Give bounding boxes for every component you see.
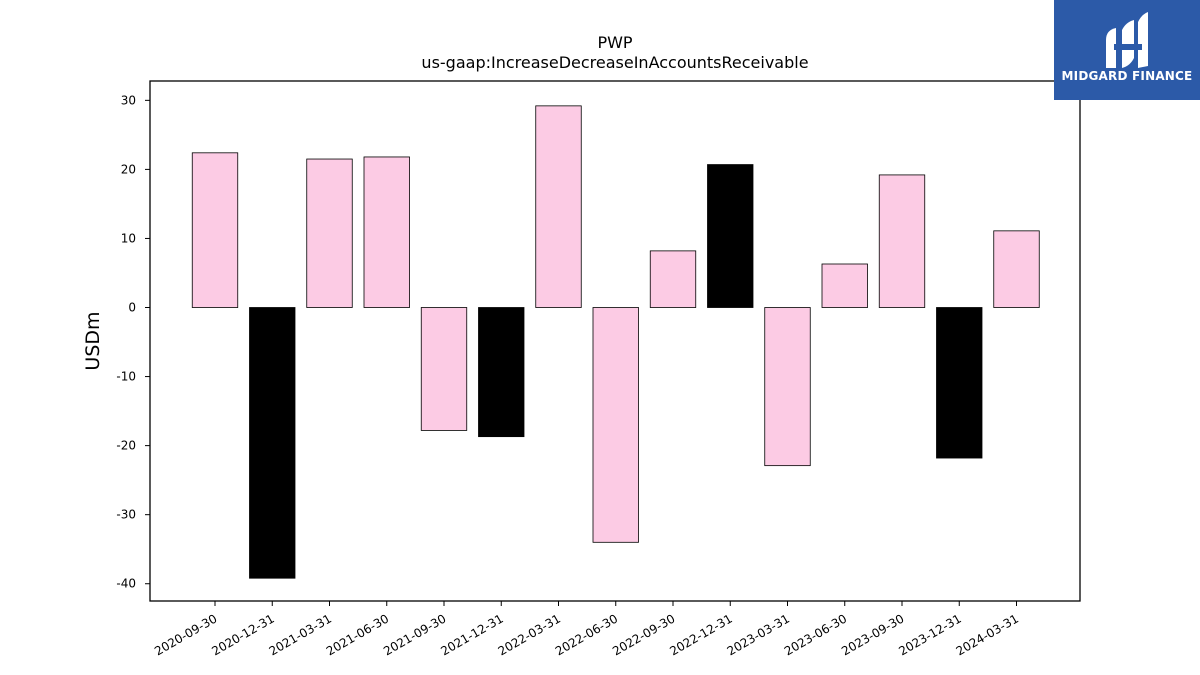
y-axis-ticks: -40 -30 -20 -10 0 10 20 30 <box>116 93 150 591</box>
brand-logo: MIDGARD FINANCE <box>1054 0 1200 100</box>
bar-2023-12-31 <box>936 307 983 459</box>
x-tick-label: 2021-03-31 <box>267 611 334 658</box>
bar-2021-06-30 <box>363 156 410 308</box>
brand-name: MIDGARD FINANCE <box>1061 69 1193 83</box>
x-tick-label: 2022-09-30 <box>610 611 677 658</box>
x-tick-label: 2023-12-31 <box>896 611 963 658</box>
chart-subtitle: us-gaap:IncreaseDecreaseInAccountsReceiv… <box>421 53 808 72</box>
bar-2021-12-31 <box>478 307 525 438</box>
bar-2022-12-31 <box>707 164 754 308</box>
x-tick-label: 2023-06-30 <box>782 611 849 658</box>
x-tick-label: 2022-03-31 <box>496 611 563 658</box>
y-tick-label: -10 <box>116 370 136 384</box>
y-tick-label: -20 <box>116 439 136 453</box>
bar-2021-09-30 <box>420 307 468 431</box>
y-tick-label: -40 <box>116 577 136 591</box>
bar-2023-09-30 <box>878 174 926 308</box>
x-tick-label: 2020-09-30 <box>152 611 219 658</box>
x-tick-label: 2022-06-30 <box>553 611 620 658</box>
bar-2022-09-30 <box>649 250 697 308</box>
y-tick-label: 0 <box>128 301 136 315</box>
y-tick-label: 10 <box>121 231 136 245</box>
x-tick-label: 2021-06-30 <box>324 611 391 658</box>
bar-2022-03-31 <box>535 105 582 308</box>
x-tick-label: 2022-12-31 <box>667 611 734 658</box>
y-tick-label: 20 <box>121 162 136 176</box>
bar-2023-06-30 <box>821 263 868 308</box>
bar-2022-06-30 <box>592 307 639 543</box>
x-axis-ticks: 2020-09-302020-12-312021-03-312021-06-30… <box>152 601 1021 658</box>
x-tick-label: 2020-12-31 <box>209 611 276 658</box>
bar-2021-03-31 <box>306 158 353 308</box>
y-tick-label: 30 <box>121 93 136 107</box>
x-tick-label: 2023-03-31 <box>725 611 792 658</box>
y-axis-label: USDm <box>82 311 104 370</box>
y-tick-label: -30 <box>116 508 136 522</box>
bar-2020-09-30 <box>191 152 239 308</box>
x-tick-label: 2021-09-30 <box>381 611 448 658</box>
chart-title: PWP <box>597 33 632 52</box>
bars <box>191 105 1040 579</box>
plot-frame <box>149 80 1081 602</box>
bar-2023-03-31 <box>764 307 811 467</box>
x-tick-label: 2023-09-30 <box>839 611 906 658</box>
midgard-logo-mark <box>1054 0 1200 100</box>
bar-2024-03-31 <box>993 230 1040 308</box>
x-tick-label: 2024-03-31 <box>954 611 1021 658</box>
bar-2020-12-31 <box>249 307 296 579</box>
x-tick-label: 2021-12-31 <box>438 611 505 658</box>
